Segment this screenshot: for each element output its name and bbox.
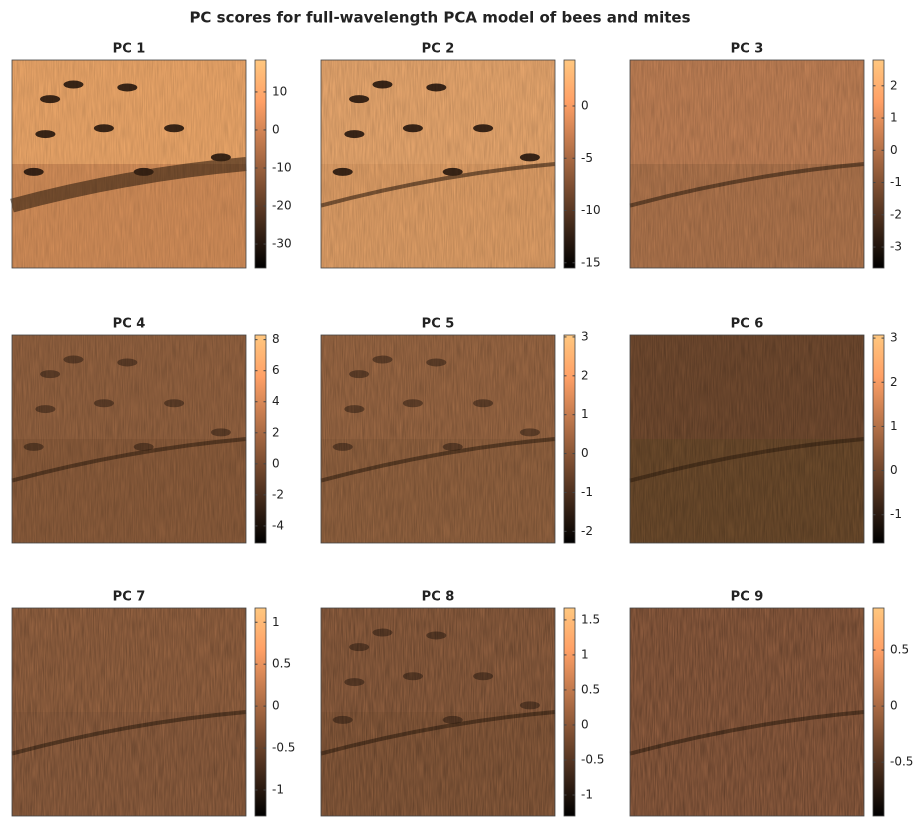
colorbar-tick-label: 0 [890, 699, 898, 713]
panel-title: PC 7 [113, 590, 146, 605]
colorbar-tick-label: 1 [890, 111, 898, 125]
panel-title: PC 5 [422, 317, 455, 332]
colorbar-tick-label: -5 [581, 151, 593, 165]
colorbar-tick-label: 1 [272, 615, 280, 629]
colorbar-tick-label: -15 [581, 255, 601, 269]
image-texture [12, 60, 246, 268]
colorbar-tick-label: -2 [272, 487, 284, 501]
colorbar-tick-label: -1 [581, 485, 593, 499]
colorbar-tick-label: 0 [581, 717, 589, 731]
colorbar-tick-label: 8 [272, 332, 280, 346]
heatmap-image [12, 60, 246, 268]
colorbar-tick-label: 3 [890, 331, 898, 345]
colorbar-tick-label: 0.5 [272, 657, 291, 671]
colorbar-tick-label: -1 [890, 507, 902, 521]
colorbar-tick-label: 0 [581, 98, 589, 112]
colorbar-tick-label: -20 [272, 199, 292, 213]
heatmap-image [630, 608, 864, 816]
image-texture [321, 60, 555, 268]
colorbar-tick-label: 0.5 [581, 682, 600, 696]
colorbar-tick-label: -1 [581, 787, 593, 801]
colorbar [255, 335, 266, 543]
image-texture [12, 335, 246, 543]
figure-title: PC scores for full-wavelength PCA model … [189, 9, 690, 27]
panel-title: PC 8 [422, 590, 455, 605]
panel-title: PC 1 [113, 42, 146, 57]
colorbar [255, 60, 266, 268]
image-texture [321, 608, 555, 816]
colorbar-tick-label: 6 [272, 363, 280, 377]
colorbar-tick-label: 1 [581, 647, 589, 661]
colorbar-tick-label: 1 [890, 419, 898, 433]
heatmap-image [321, 608, 555, 816]
colorbar-tick-label: -2 [890, 207, 902, 221]
image-texture [630, 335, 864, 543]
colorbar-tick-label: -1 [890, 175, 902, 189]
panel-title: PC 6 [731, 317, 764, 332]
heatmap-image [321, 335, 555, 543]
colorbar [255, 608, 266, 816]
colorbar [564, 335, 575, 543]
heatmap-image [630, 60, 864, 268]
colorbar-tick-label: 2 [890, 375, 898, 389]
colorbar-tick-label: -10 [581, 203, 601, 217]
colorbar [873, 608, 884, 816]
panel-title: PC 2 [422, 42, 455, 57]
colorbar-tick-label: 0 [581, 446, 589, 460]
colorbar-tick-label: 0 [272, 456, 280, 470]
colorbar-tick-label: -4 [272, 518, 284, 532]
colorbar [564, 608, 575, 816]
heatmap-image [12, 608, 246, 816]
colorbar-tick-label: 0 [272, 699, 280, 713]
image-texture [630, 608, 864, 816]
colorbar [873, 335, 884, 543]
heatmap-image [321, 60, 555, 268]
colorbar-tick-label: -10 [272, 160, 292, 174]
colorbar-tick-label: 3 [581, 329, 589, 343]
colorbar-tick-label: 4 [272, 394, 280, 408]
colorbar-tick-label: -0.5 [890, 755, 913, 769]
colorbar [873, 60, 884, 268]
heatmap-image [630, 335, 864, 543]
colorbar-tick-label: -30 [272, 237, 292, 251]
panel-title: PC 3 [731, 42, 764, 57]
colorbar-tick-label: 10 [272, 84, 287, 98]
heatmap-image [12, 335, 246, 543]
colorbar-tick-label: 0.5 [890, 643, 909, 657]
colorbar-tick-label: 0 [272, 122, 280, 136]
colorbar-tick-label: -3 [890, 240, 902, 254]
colorbar-tick-label: -1 [272, 783, 284, 797]
colorbar-tick-label: -2 [581, 524, 593, 538]
image-texture [12, 608, 246, 816]
colorbar-tick-label: 0 [890, 463, 898, 477]
image-texture [630, 60, 864, 268]
panel-title: PC 4 [113, 317, 146, 332]
colorbar-tick-label: 0 [890, 143, 898, 157]
colorbar-tick-label: -0.5 [272, 741, 295, 755]
colorbar [564, 60, 575, 268]
page: PC scores for full-wavelength PCA model … [0, 0, 922, 818]
colorbar-tick-label: 1 [581, 407, 589, 421]
panel-title: PC 9 [731, 590, 764, 605]
figure: PC scores for full-wavelength PCA model … [0, 0, 922, 818]
colorbar-tick-label: 2 [272, 425, 280, 439]
colorbar-tick-label: 2 [890, 78, 898, 92]
colorbar-tick-label: 2 [581, 368, 589, 382]
image-texture [321, 335, 555, 543]
colorbar-tick-label: 1.5 [581, 612, 600, 626]
colorbar-tick-label: -0.5 [581, 752, 604, 766]
